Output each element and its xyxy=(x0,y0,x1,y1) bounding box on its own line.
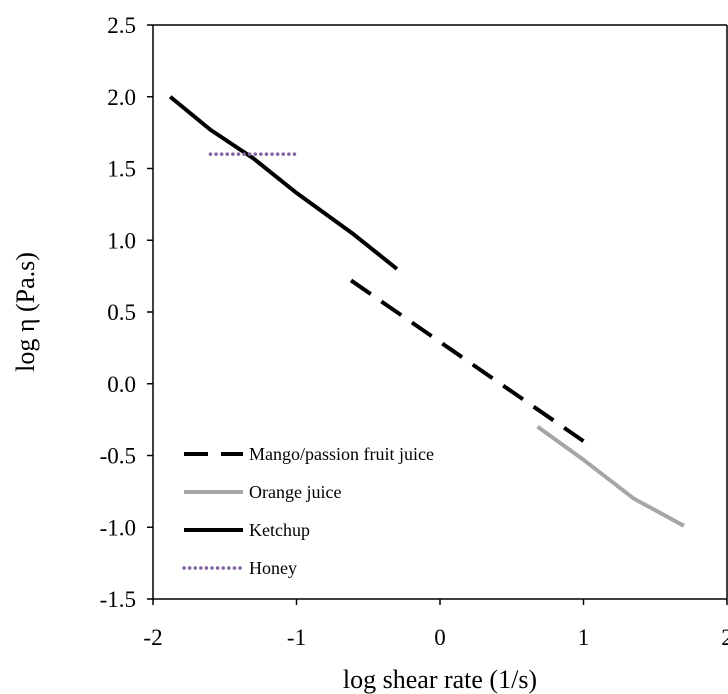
x-tick-label: 1 xyxy=(578,625,590,650)
legend-label-ketchup: Ketchup xyxy=(249,520,310,540)
series-line-orange-juice xyxy=(536,425,685,528)
y-tick-label: 0.5 xyxy=(107,300,136,325)
x-tick-label: 2 xyxy=(721,625,728,650)
legend-label-orange-juice: Orange juice xyxy=(249,482,341,502)
y-tick-label: -1.0 xyxy=(100,515,136,540)
x-tick-label: 0 xyxy=(434,625,446,650)
y-axis-title: log η (Pa.s) xyxy=(11,252,40,372)
y-tick-label: 1.0 xyxy=(107,228,136,253)
y-axis-ticks: 2.5 2.0 1.5 1.0 0.5 0.0 -0.5 -1.0 -1.5 xyxy=(100,13,153,612)
legend: Mango/passion fruit juice Orange juice Ket… xyxy=(182,444,434,578)
legend-label-honey: Honey xyxy=(249,558,297,578)
series-line-ketchup xyxy=(168,95,399,271)
x-axis-title: log shear rate (1/s) xyxy=(343,665,537,694)
y-tick-label: 1.5 xyxy=(107,157,136,182)
y-tick-label: -0.5 xyxy=(100,444,136,469)
plot-frame xyxy=(152,24,728,600)
y-tick-label: 2.0 xyxy=(107,85,136,110)
legend-label-mango-passion-fruit-juice: Mango/passion fruit juice xyxy=(249,444,434,464)
x-tick-label: -1 xyxy=(287,625,306,650)
series-lines xyxy=(168,95,685,528)
y-tick-label: 2.5 xyxy=(107,13,136,38)
series-line-mango-passion-fruit-juice xyxy=(349,278,585,443)
y-tick-label: -1.5 xyxy=(100,587,136,612)
x-tick-label: -2 xyxy=(143,625,162,650)
y-tick-label: 0.0 xyxy=(107,372,136,397)
x-axis-ticks: -2 -1 0 1 2 xyxy=(143,599,728,650)
